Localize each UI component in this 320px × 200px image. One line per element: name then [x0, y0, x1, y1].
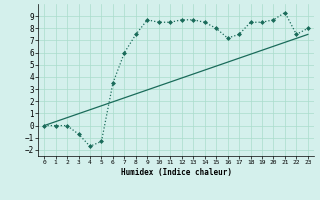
X-axis label: Humidex (Indice chaleur): Humidex (Indice chaleur): [121, 168, 231, 177]
